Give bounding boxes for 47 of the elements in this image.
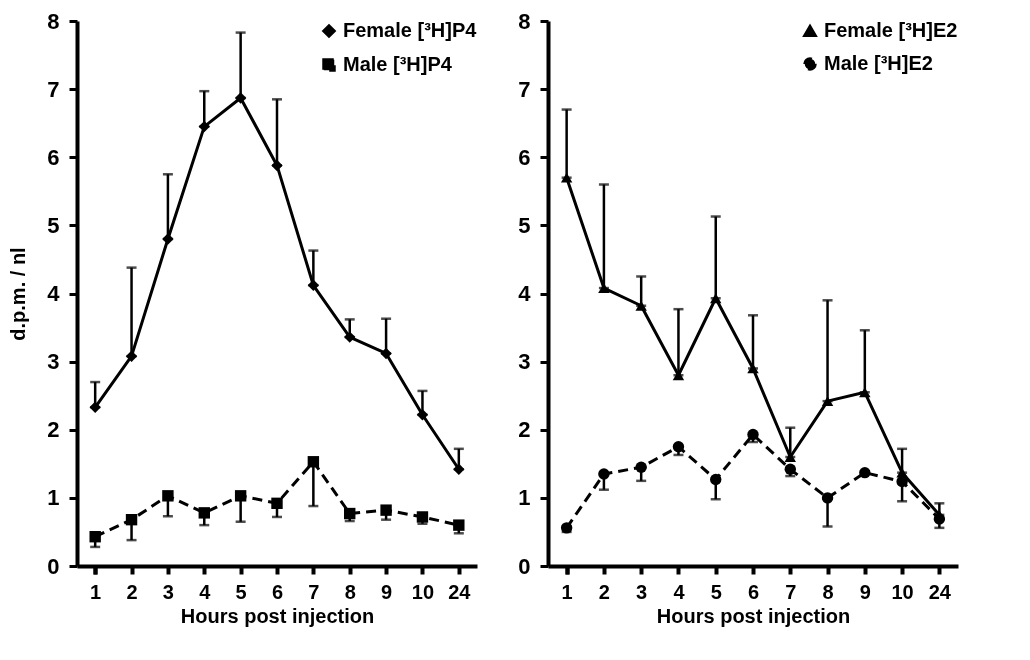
y-tick-label: 1 <box>518 485 531 511</box>
x-tick-label: 3 <box>162 580 174 603</box>
y-tick-label: 4 <box>47 281 61 306</box>
x-tick-label: 4 <box>199 580 212 603</box>
x-axis-title: Hours post injection <box>180 604 375 627</box>
x-tick-label: 6 <box>271 580 284 603</box>
legend-label: Male [³H]P4 <box>343 53 453 75</box>
y-tick-label: 8 <box>47 8 60 34</box>
legend-label: Female [³H]E2 <box>824 19 958 41</box>
y-tick-label: 3 <box>518 349 531 375</box>
y-tick-label: 4 <box>518 281 532 306</box>
y-tick-label: 6 <box>518 144 531 170</box>
x-tick-label: 7 <box>785 580 797 603</box>
legend-label: Female [³H]P4 <box>343 19 478 41</box>
x-tick-label: 8 <box>822 580 834 603</box>
y-axis-title: d.p.m. / nl <box>7 247 30 341</box>
x-tick-label: 24 <box>928 580 952 603</box>
x-tick-label: 5 <box>710 580 722 603</box>
y-tick-label: 0 <box>518 553 531 579</box>
y-tick-label: 7 <box>47 76 60 102</box>
x-tick-label: 1 <box>90 580 102 603</box>
x-tick-label: 2 <box>126 580 138 603</box>
x-tick-label: 7 <box>308 580 320 603</box>
x-tick-label: 9 <box>859 580 871 603</box>
x-tick-label: 10 <box>411 580 435 603</box>
y-tick-label: 5 <box>518 212 531 238</box>
y-tick-label: 7 <box>518 76 531 102</box>
x-tick-label: 6 <box>747 580 760 603</box>
y-tick-label: 5 <box>47 212 60 238</box>
x-axis-title: Hours post injection <box>656 604 851 627</box>
x-tick-label: 10 <box>891 580 914 603</box>
y-tick-label: 0 <box>47 553 60 579</box>
x-tick-label: 5 <box>235 580 247 603</box>
x-tick-label: 2 <box>598 580 610 603</box>
y-tick-label: 8 <box>518 8 531 34</box>
x-tick-label: 24 <box>448 580 472 603</box>
y-tick-label: 1 <box>47 485 60 511</box>
x-tick-label: 4 <box>673 580 686 603</box>
x-tick-label: 1 <box>561 580 573 603</box>
y-tick-label: 2 <box>518 417 531 443</box>
x-tick-label: 3 <box>636 580 648 603</box>
y-tick-label: 3 <box>47 349 60 375</box>
y-tick-label: 2 <box>47 417 60 443</box>
y-tick-label: 6 <box>47 144 60 170</box>
x-tick-label: 9 <box>381 580 393 603</box>
legend-label: Male [³H]E2 <box>824 52 933 74</box>
x-tick-label: 8 <box>344 580 356 603</box>
